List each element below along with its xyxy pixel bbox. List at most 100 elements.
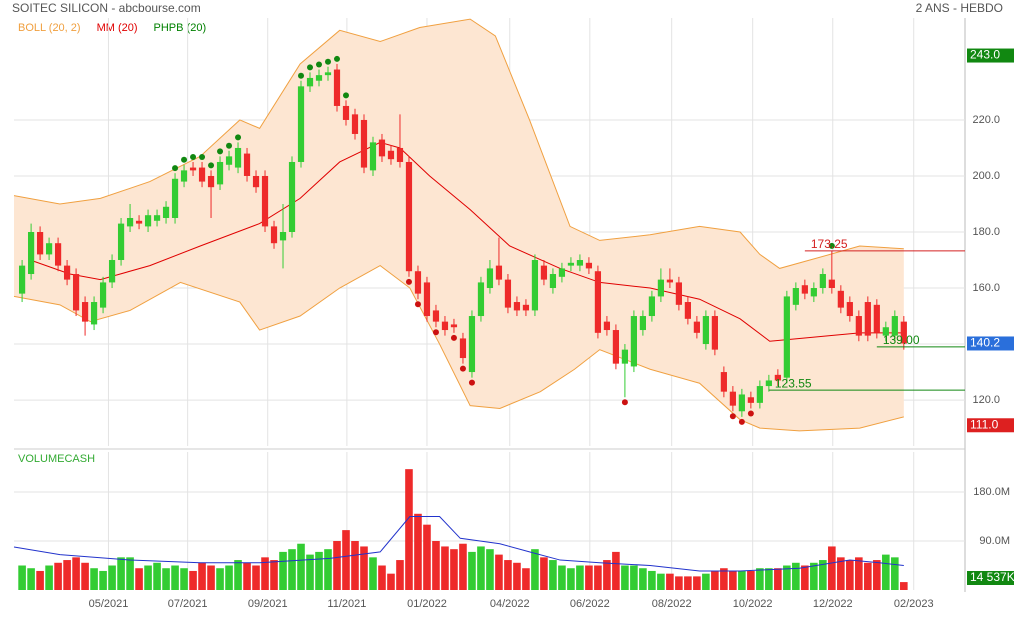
price-tag-label: 111.0 [970,417,999,431]
volume-bar [18,565,26,590]
phpb-dot [333,55,340,62]
phpb-dot [325,58,332,65]
candle-body [378,139,386,157]
volume-bar [864,562,872,590]
candle-body [729,391,736,406]
candle-body [891,316,898,336]
candle-body [54,243,62,266]
volume-bar [72,557,80,590]
candle-body [450,324,458,328]
candle-body [846,302,853,317]
candle-body [567,262,575,266]
price-tag-label: 140.2 [970,336,1000,350]
moving-average [30,141,904,342]
candle-body [288,161,296,232]
candle-body [738,394,745,412]
volume-bar [180,568,188,590]
candle-body [198,167,206,182]
volume-bar [144,565,152,590]
candle-body [783,296,790,378]
y-tick-label: 180.0 [972,226,1000,238]
candle-body [657,279,664,297]
candle-body [396,147,404,162]
candle-body [468,316,476,373]
volume-bar [819,560,827,590]
candle-body [135,220,143,224]
candle-body [432,310,440,322]
candle-body [693,321,700,333]
phpb-dot [199,153,206,160]
volume-bar [153,562,161,590]
level-label: 123.55 [775,376,812,390]
candle-body [594,271,602,333]
volume-bar [540,557,548,590]
volume-bar [495,554,503,590]
candle-body [711,316,718,350]
legend-entry: BOLL (20, 2) [18,22,81,34]
volume-bar [243,562,251,590]
candle-body [801,285,808,294]
volume-bar [315,551,323,590]
phpb-dot [342,92,349,99]
chart-title: SOITEC SILICON - abcbourse.com [12,1,201,15]
volume-bar [162,568,170,590]
candle-body [306,77,314,87]
volume-bar [81,562,89,590]
volume-bar [702,573,710,590]
volume-bar [396,560,404,590]
candle-body [864,302,871,336]
volume-bar [27,568,35,590]
x-tick-label: 01/2022 [407,598,447,610]
candle-body [792,288,799,305]
volume-bar [171,565,179,590]
volume-bar [666,573,674,590]
volume-bar [189,570,197,590]
volume-bar [558,565,566,590]
candle-body [747,397,754,403]
candle-body [603,321,611,331]
candle-body [351,114,359,134]
phpb-dot [450,334,457,341]
volume-bar [693,576,701,590]
volume-bar [747,570,755,590]
volume-bar [423,524,431,590]
candle-body [774,374,781,381]
volume-bar [450,549,458,590]
candle-body [144,215,152,227]
candle-body [261,175,269,227]
volume-bar [567,568,575,590]
volume-bar [270,560,278,590]
volume-bar [279,551,287,590]
volume-bar [891,557,899,590]
volume-bar [882,554,890,590]
candle-body [531,260,539,311]
phpb-dot [405,278,412,285]
volume-bar [711,570,719,590]
candle-body [882,327,889,336]
candle-body [639,316,647,331]
candle-body [126,217,134,227]
candle-body [180,170,188,182]
level-label: 139.00 [883,333,920,347]
volume-bar [90,568,98,590]
y-tick-label: 180.0M [973,486,1010,498]
volume-bar [486,549,494,590]
candle-body [495,265,503,280]
phpb-dot [172,165,179,172]
volume-bar [801,565,809,590]
phpb-dot [414,301,421,308]
y-tick-label: 90.0M [979,535,1010,547]
candle-body [45,243,53,255]
volume-bar [126,557,134,590]
candle-body [342,105,350,120]
y-tick-label: 120.0 [972,394,1000,406]
volume-bar [306,554,314,590]
price-tag-label: 243.0 [970,48,1000,62]
candle-body [63,265,71,280]
candle-body [819,274,826,289]
volume-bar [351,541,359,590]
chart-subtitle: 2 ANS - HEBDO [916,1,1003,15]
x-tick-label: 07/2021 [168,598,208,610]
x-tick-label: 04/2022 [490,598,530,610]
volume-bar [387,573,395,590]
